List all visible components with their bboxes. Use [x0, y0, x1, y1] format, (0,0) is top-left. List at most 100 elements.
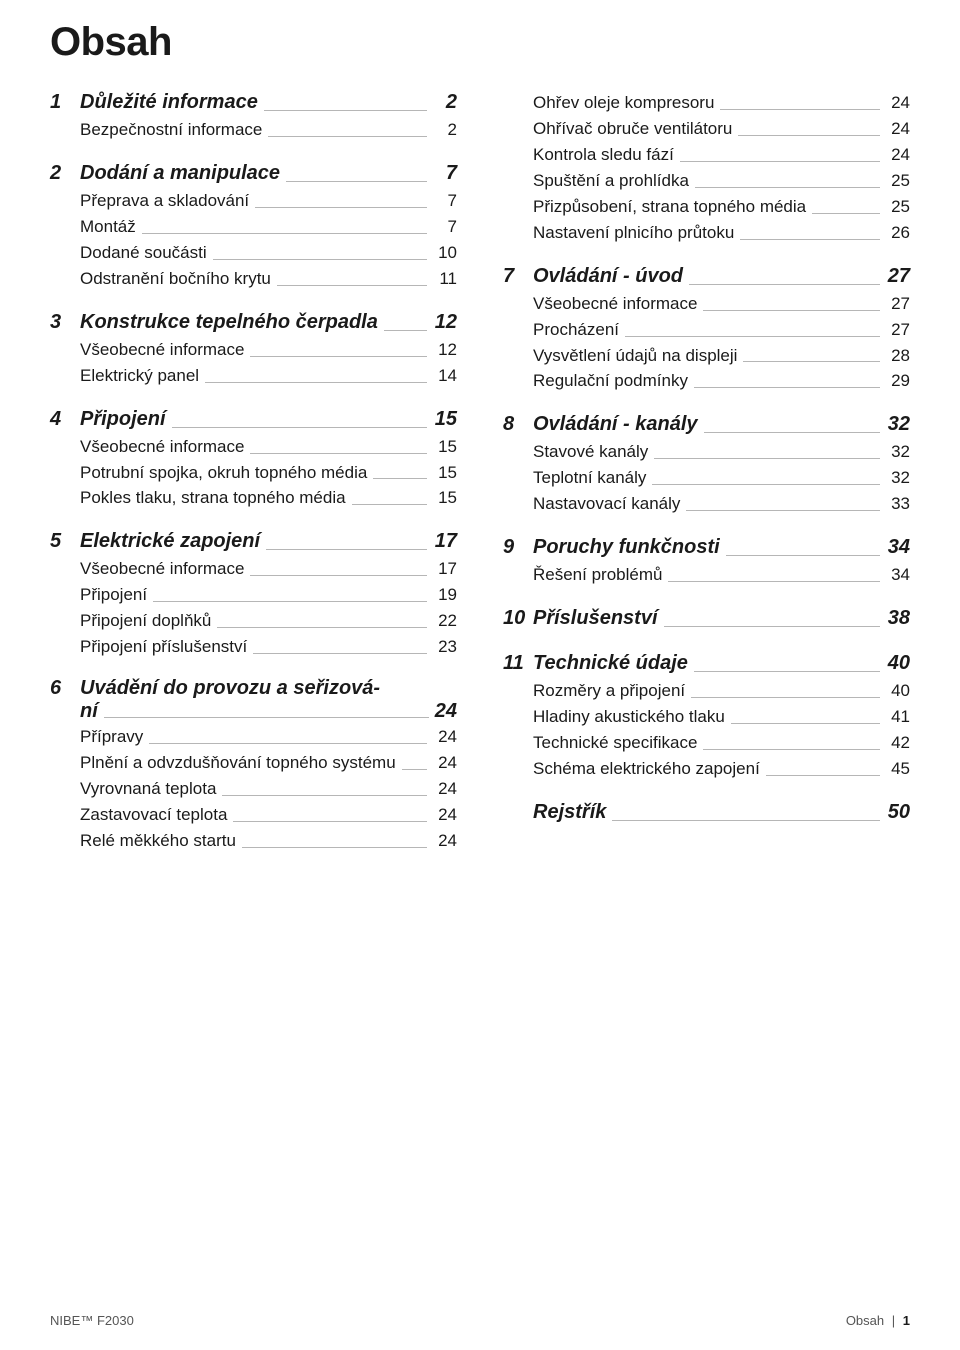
toc-leader [726, 555, 880, 556]
toc-section-number: 9 [503, 534, 533, 561]
toc-entry[interactable]: Vyrovnaná teplota24 [50, 778, 457, 801]
toc-entry-label: Plnění a odvzdušňování topného systému [80, 752, 396, 775]
toc-entry[interactable]: Dodané součásti10 [50, 242, 457, 265]
toc-entry[interactable]: Bezpečnostní informace2 [50, 119, 457, 142]
toc-leader [142, 233, 427, 234]
toc-leader [738, 135, 880, 136]
toc-leader [242, 847, 427, 848]
toc-entry-page: 24 [886, 118, 910, 141]
page: Obsah 1Důležité informace2 Bezpečnostní i… [0, 0, 960, 1350]
toc-entry-page: 24 [433, 830, 457, 853]
toc-leader [384, 330, 427, 331]
toc-entry-page: 10 [433, 242, 457, 265]
toc-entry[interactable]: Přizpůsobení, strana topného média 25 [503, 196, 910, 219]
toc-entry-page: 11 [433, 268, 457, 291]
toc-section-page: 12 [433, 309, 457, 336]
toc-section-page: 34 [886, 534, 910, 561]
toc-section-title-line1: Uvádění do provozu a seřizová- [80, 677, 457, 700]
toc-entry[interactable]: Vysvětlení údajů na displeji28 [503, 345, 910, 368]
footer-right: Obsah | 1 [846, 1313, 910, 1328]
toc-entry-page: 14 [433, 365, 457, 388]
toc-entry[interactable]: Spuštění a prohlídka25 [503, 170, 910, 193]
toc-entry[interactable]: Teplotní kanály32 [503, 467, 910, 490]
toc-entry[interactable]: Procházení27 [503, 319, 910, 342]
toc-entry-page: 42 [886, 732, 910, 755]
toc-section-title: Příslušenství [533, 605, 658, 632]
toc-entry[interactable]: Relé měkkého startu 24 [50, 830, 457, 853]
toc-entry[interactable]: Potrubní spojka, okruh topného média15 [50, 462, 457, 485]
toc-entry[interactable]: Zastavovací teplota24 [50, 804, 457, 827]
toc-section-heading[interactable]: Rejstřík50 [503, 799, 910, 826]
toc-section-heading[interactable]: 8Ovládání - kanály32 [503, 411, 910, 438]
toc-entry-page: 24 [433, 752, 457, 775]
toc-entry-page: 22 [433, 610, 457, 633]
toc-section: 2Dodání a manipulace7 Přeprava a skladová… [50, 160, 457, 291]
toc-entry-label: Elektrický panel [80, 365, 199, 388]
toc-section-page: 17 [433, 528, 457, 555]
toc-section-heading[interactable]: 9Poruchy funkčnosti 34 [503, 534, 910, 561]
toc-entry[interactable]: Schéma elektrického zapojení45 [503, 758, 910, 781]
toc-entry[interactable]: Nastavovací kanály33 [503, 493, 910, 516]
toc-leader [264, 110, 427, 111]
toc-entry[interactable]: Elektrický panel 14 [50, 365, 457, 388]
toc-entry-label: Teplotní kanály [533, 467, 646, 490]
toc-entry-label: Přizpůsobení, strana topného média [533, 196, 806, 219]
toc-entry[interactable]: Stavové kanály32 [503, 441, 910, 464]
toc-leader [217, 627, 427, 628]
toc-section-heading[interactable]: 11Technické údaje40 [503, 650, 910, 677]
toc-entry[interactable]: Hladiny akustického tlaku41 [503, 706, 910, 729]
toc-entry[interactable]: Pokles tlaku, strana topného média15 [50, 487, 457, 510]
toc-section-title: Technické údaje [533, 650, 688, 677]
footer-product: NIBE™ F2030 [50, 1313, 134, 1328]
toc-entry[interactable]: Připojení19 [50, 584, 457, 607]
toc-entry[interactable]: Přeprava a skladování7 [50, 190, 457, 213]
toc-entry-page: 24 [433, 726, 457, 749]
toc-entry[interactable]: Nastavení plnicího průtoku26 [503, 222, 910, 245]
toc-entry[interactable]: Všeobecné informace17 [50, 558, 457, 581]
toc-entry[interactable]: Odstranění bočního krytu11 [50, 268, 457, 291]
toc-entry[interactable]: Připojení příslušenství23 [50, 636, 457, 659]
toc-section-heading[interactable]: 10Příslušenství38 [503, 605, 910, 632]
toc-entry[interactable]: Všeobecné informace15 [50, 436, 457, 459]
toc-section-heading[interactable]: 5Elektrické zapojení17 [50, 528, 457, 555]
toc-entry[interactable]: Přípravy24 [50, 726, 457, 749]
toc-entry[interactable]: Regulační podmínky29 [503, 370, 910, 393]
toc-section-heading[interactable]: 6Uvádění do provozu a seřizová-ní24 [50, 677, 457, 723]
toc-entry-label: Všeobecné informace [80, 339, 244, 362]
toc-leader [250, 453, 427, 454]
toc-entry-label: Přeprava a skladování [80, 190, 249, 213]
toc-entry-label: Zastavovací teplota [80, 804, 227, 827]
toc-section-title: Poruchy funkčnosti [533, 534, 720, 561]
toc-entry[interactable]: Řešení problémů34 [503, 564, 910, 587]
footer-section-label: Obsah [846, 1313, 884, 1328]
toc-section-heading[interactable]: 7Ovládání - úvod27 [503, 263, 910, 290]
toc-entry[interactable]: Montáž7 [50, 216, 457, 239]
toc-entry[interactable]: Technické specifikace42 [503, 732, 910, 755]
toc-entry[interactable]: Ohřívač obruče ventilátoru24 [503, 118, 910, 141]
toc-entry-page: 17 [433, 558, 457, 581]
toc-section-number: 3 [50, 309, 80, 336]
toc-leader [731, 723, 880, 724]
toc-entry-label: Vyrovnaná teplota [80, 778, 216, 801]
toc-section-heading[interactable]: 2Dodání a manipulace7 [50, 160, 457, 187]
toc-leader [704, 432, 880, 433]
toc-section-title: Ovládání - kanály [533, 411, 698, 438]
toc-entry-page: 12 [433, 339, 457, 362]
toc-section-heading[interactable]: 1Důležité informace2 [50, 89, 457, 116]
toc-entry[interactable]: Všeobecné informace 12 [50, 339, 457, 362]
toc-section-heading[interactable]: 4Připojení15 [50, 406, 457, 433]
toc-entry-label: Procházení [533, 319, 619, 342]
toc-entry[interactable]: Plnění a odvzdušňování topného systému 24 [50, 752, 457, 775]
toc-section-heading[interactable]: 3Konstrukce tepelného čerpadla12 [50, 309, 457, 336]
toc-entry[interactable]: Ohřev oleje kompresoru24 [503, 92, 910, 115]
toc-leader [205, 382, 427, 383]
toc-entry-label: Rozměry a připojení [533, 680, 685, 703]
toc-section-page: 24 [435, 700, 457, 723]
toc-entry-page: 25 [886, 196, 910, 219]
toc-entry[interactable]: Rozměry a připojení40 [503, 680, 910, 703]
toc-entry-label: Relé měkkého startu [80, 830, 236, 853]
toc-entry[interactable]: Všeobecné informace27 [503, 293, 910, 316]
toc-entry[interactable]: Připojení doplňků22 [50, 610, 457, 633]
toc-entry[interactable]: Kontrola sledu fází24 [503, 144, 910, 167]
toc-entry-page: 25 [886, 170, 910, 193]
